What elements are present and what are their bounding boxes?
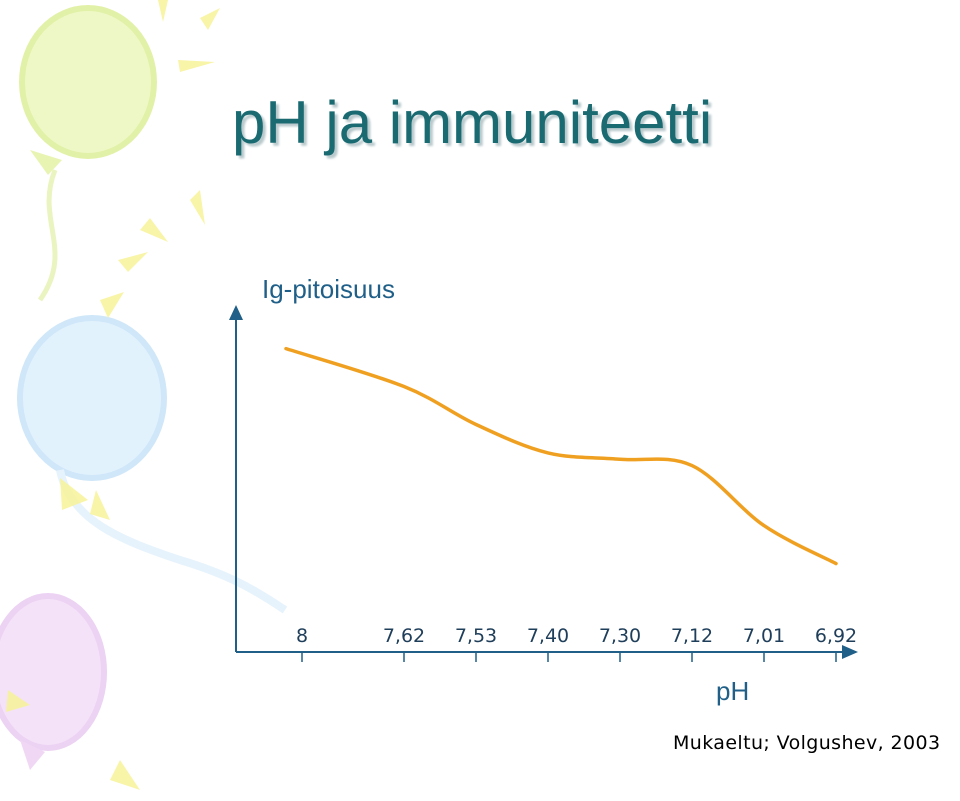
x-tick-label: 7,30 xyxy=(599,625,641,647)
x-tick-label: 7,40 xyxy=(527,625,569,647)
x-axis-arrow-icon xyxy=(842,645,858,659)
balloon-icon xyxy=(17,315,288,614)
x-tick-label: 7,01 xyxy=(743,625,785,647)
x-tick-label: 7,62 xyxy=(383,625,425,647)
x-tick-label: 7,12 xyxy=(671,625,713,647)
x-axis-label: pH xyxy=(716,676,750,706)
series-line xyxy=(284,346,838,566)
page-title: pH ja immuniteetti xyxy=(232,89,713,156)
x-tick-label: 7,53 xyxy=(455,625,497,647)
source-citation: Mukaeltu; Volgushev, 2003 xyxy=(673,732,941,754)
sun-rays-icon xyxy=(6,0,220,790)
y-axis-arrow-icon xyxy=(229,305,243,320)
x-tick-label: 8 xyxy=(296,625,308,647)
balloon-icon xyxy=(0,593,107,770)
x-tick-label: 6,92 xyxy=(815,625,857,647)
balloon-icon xyxy=(19,5,157,302)
y-axis-label: Ig-pitoisuus xyxy=(262,274,395,304)
